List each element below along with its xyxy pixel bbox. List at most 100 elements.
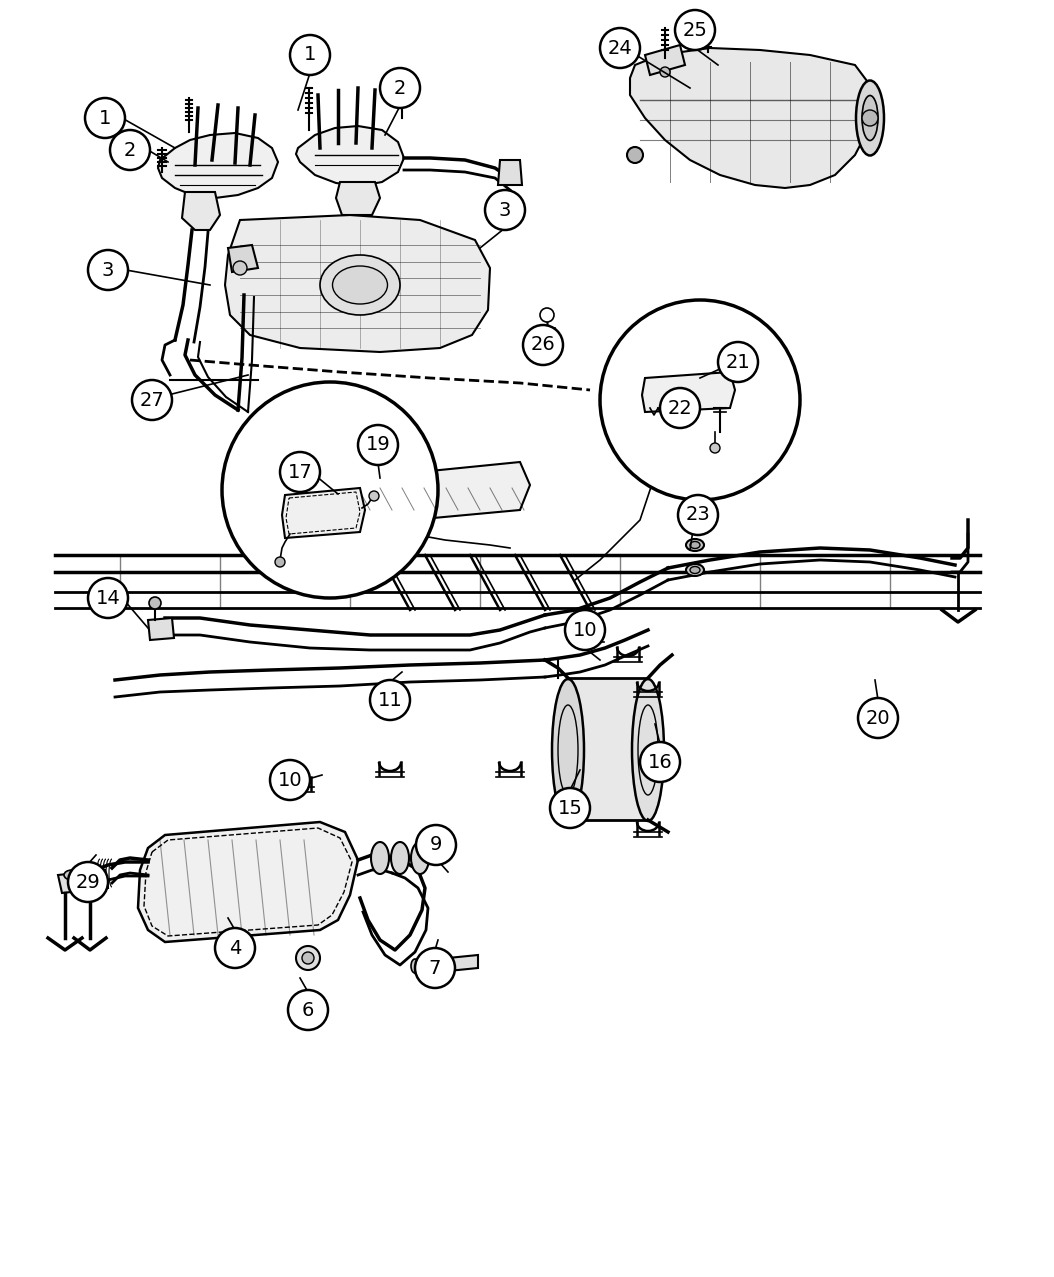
Circle shape xyxy=(87,578,128,618)
Polygon shape xyxy=(296,126,404,186)
Ellipse shape xyxy=(64,870,80,880)
Circle shape xyxy=(369,490,379,501)
Ellipse shape xyxy=(87,870,104,880)
Text: 10: 10 xyxy=(572,621,598,640)
Circle shape xyxy=(540,308,554,322)
Text: 11: 11 xyxy=(377,691,403,710)
Circle shape xyxy=(485,190,525,230)
Text: 1: 1 xyxy=(99,109,111,128)
Circle shape xyxy=(660,388,700,428)
Circle shape xyxy=(233,261,247,275)
Polygon shape xyxy=(138,822,358,942)
Polygon shape xyxy=(448,955,479,971)
Text: 2: 2 xyxy=(123,140,136,160)
Polygon shape xyxy=(336,183,380,215)
Polygon shape xyxy=(228,245,258,272)
Text: 1: 1 xyxy=(304,46,316,65)
Circle shape xyxy=(600,300,800,501)
Circle shape xyxy=(110,130,150,170)
Circle shape xyxy=(380,68,419,109)
Text: 3: 3 xyxy=(499,200,511,220)
Circle shape xyxy=(358,425,398,465)
Ellipse shape xyxy=(686,564,704,576)
Circle shape xyxy=(678,495,718,535)
Circle shape xyxy=(222,382,438,598)
Circle shape xyxy=(370,679,410,720)
Polygon shape xyxy=(182,192,220,230)
Circle shape xyxy=(275,557,285,567)
Polygon shape xyxy=(348,462,530,522)
Circle shape xyxy=(862,110,878,126)
Text: 3: 3 xyxy=(102,261,114,280)
Circle shape xyxy=(85,98,125,138)
Circle shape xyxy=(149,598,161,609)
Polygon shape xyxy=(497,160,522,185)
Circle shape xyxy=(69,862,108,902)
Text: 29: 29 xyxy=(76,872,100,891)
Circle shape xyxy=(290,34,330,75)
Text: 19: 19 xyxy=(366,435,390,455)
Text: 4: 4 xyxy=(229,939,241,958)
Text: 17: 17 xyxy=(288,462,312,481)
Polygon shape xyxy=(645,45,685,75)
Circle shape xyxy=(600,28,640,68)
Text: 27: 27 xyxy=(139,391,164,410)
Ellipse shape xyxy=(552,679,584,821)
Text: 16: 16 xyxy=(647,752,672,771)
Circle shape xyxy=(288,990,328,1031)
Text: 25: 25 xyxy=(683,20,707,40)
Ellipse shape xyxy=(632,679,664,821)
Ellipse shape xyxy=(391,842,409,873)
Ellipse shape xyxy=(856,80,884,156)
Circle shape xyxy=(858,699,898,738)
Polygon shape xyxy=(225,215,490,352)
Circle shape xyxy=(296,946,320,971)
Circle shape xyxy=(710,443,720,453)
Text: 22: 22 xyxy=(667,398,692,418)
Polygon shape xyxy=(58,870,108,893)
Circle shape xyxy=(718,342,758,382)
Circle shape xyxy=(523,326,563,365)
Ellipse shape xyxy=(862,96,878,140)
Circle shape xyxy=(87,250,128,290)
Text: 23: 23 xyxy=(685,506,710,525)
Polygon shape xyxy=(630,49,870,188)
Polygon shape xyxy=(568,678,648,820)
Polygon shape xyxy=(148,618,174,640)
Text: 10: 10 xyxy=(277,770,302,789)
Text: 21: 21 xyxy=(725,352,750,372)
Ellipse shape xyxy=(411,842,429,873)
Text: 15: 15 xyxy=(558,798,583,817)
Text: 26: 26 xyxy=(530,336,555,355)
Ellipse shape xyxy=(686,539,704,550)
Circle shape xyxy=(627,147,643,163)
Circle shape xyxy=(280,452,320,492)
Polygon shape xyxy=(282,488,365,538)
Ellipse shape xyxy=(411,959,419,973)
Ellipse shape xyxy=(690,567,700,573)
Circle shape xyxy=(416,825,456,865)
Circle shape xyxy=(675,10,715,50)
Ellipse shape xyxy=(371,842,389,873)
Ellipse shape xyxy=(444,956,452,971)
Circle shape xyxy=(550,788,590,827)
Circle shape xyxy=(640,742,680,782)
Polygon shape xyxy=(415,956,445,973)
Polygon shape xyxy=(158,133,278,198)
Circle shape xyxy=(660,66,670,77)
Text: 7: 7 xyxy=(429,959,442,977)
Text: 6: 6 xyxy=(301,1000,314,1019)
Text: 2: 2 xyxy=(394,78,406,97)
Polygon shape xyxy=(642,372,735,412)
Circle shape xyxy=(565,610,605,650)
Circle shape xyxy=(302,951,314,964)
Text: 14: 14 xyxy=(96,589,120,608)
Circle shape xyxy=(415,948,455,988)
Circle shape xyxy=(215,928,255,968)
Text: 24: 24 xyxy=(607,38,632,57)
Ellipse shape xyxy=(690,541,700,549)
Text: 9: 9 xyxy=(430,835,443,854)
Text: 20: 20 xyxy=(865,709,891,728)
Ellipse shape xyxy=(320,255,401,315)
Ellipse shape xyxy=(332,266,388,304)
